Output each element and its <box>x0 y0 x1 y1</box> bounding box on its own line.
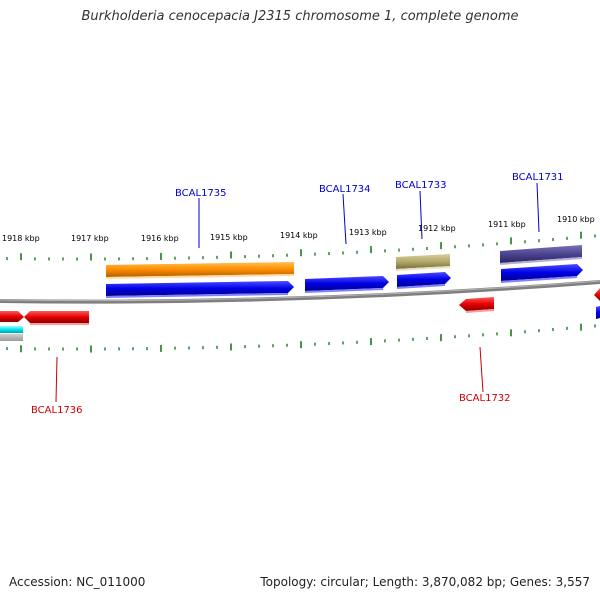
kbp-label-1918: 1918 kbp <box>2 234 40 243</box>
gene-edge-right-red[interactable] <box>594 288 600 301</box>
gene-bcal1732-arrow[interactable] <box>459 297 494 311</box>
kbp-label-1914: 1914 kbp <box>280 231 318 240</box>
gene-label-bcal1735: BCAL1735 <box>175 188 227 199</box>
kbp-label-1912: 1912 kbp <box>418 224 456 233</box>
gene-bcal1736-arrow[interactable] <box>24 311 89 323</box>
gene-bcal1731-arrow[interactable] <box>501 264 583 281</box>
gene-label-bcal1733: BCAL1733 <box>395 180 447 191</box>
gene-label-bcal1732: BCAL1732 <box>459 393 511 404</box>
kbp-label-1917: 1917 kbp <box>71 234 109 243</box>
kbp-label-1910: 1910 kbp <box>557 215 595 224</box>
accession-text: Accession: NC_011000 <box>9 575 146 589</box>
feature-cyan[interactable] <box>0 326 23 333</box>
gene-label-bcal1734: BCAL1734 <box>319 184 371 195</box>
kbp-label-1913: 1913 kbp <box>349 228 387 237</box>
map-title: Burkholderia cenocepacia J2315 chromosom… <box>81 9 519 24</box>
gene-label-bcal1731: BCAL1731 <box>512 172 564 183</box>
kbp-label-1916: 1916 kbp <box>141 234 179 243</box>
inner-scale-ticks <box>6 323 596 353</box>
feature-olive[interactable] <box>396 254 450 269</box>
kbp-label-1915: 1915 kbp <box>210 233 248 242</box>
gene-edge-right-blue[interactable] <box>596 306 600 319</box>
kbp-label-1911: 1911 kbp <box>488 220 526 229</box>
feature-orange[interactable] <box>106 262 294 277</box>
outer-scale-ticks <box>6 231 596 261</box>
feature-gray[interactable] <box>0 334 23 341</box>
gene-bcal1734-arrow[interactable] <box>305 276 389 291</box>
chromosome-backbone <box>0 280 600 304</box>
gene-edge-left-red[interactable] <box>0 311 24 322</box>
gene-bcal1733-arrow[interactable] <box>397 272 451 287</box>
genome-info-text: Topology: circular; Length: 3,870,082 bp… <box>260 575 590 589</box>
gene-bcal1735-arrow[interactable] <box>106 281 294 296</box>
gene-label-bcal1736: BCAL1736 <box>31 405 83 416</box>
